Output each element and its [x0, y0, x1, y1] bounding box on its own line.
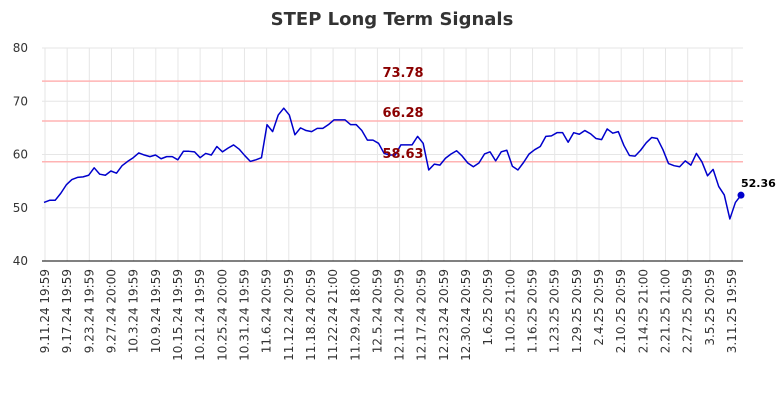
x-tick-label: 11.18.24 20:59 [304, 269, 318, 361]
x-tick-label: 12.30.24 20:59 [459, 269, 473, 361]
x-tick-label: 2.4.25 20:59 [592, 269, 606, 346]
reference-label: 58.63 [382, 147, 423, 162]
x-tick-label: 2.27.25 20:59 [681, 269, 695, 353]
y-tick-label: 40 [13, 254, 28, 268]
y-tick-label: 70 [13, 94, 28, 108]
x-tick-labels: 9.11.24 19:59 9.17.24 19:59 9.23.24 19:59 9… [38, 269, 739, 361]
last-point-label: 52.36 [741, 177, 776, 190]
x-tick-label: 1.23.25 20:59 [548, 269, 562, 353]
x-tick-label: 10.15.24 19:59 [171, 269, 185, 361]
x-tick-label: 12.5.24 20:59 [370, 269, 384, 353]
x-tick-label: 10.3.24 19:59 [127, 269, 141, 353]
x-tick-label: 3.5.25 20:59 [703, 269, 717, 346]
x-tick-label: 10.9.24 19:59 [149, 269, 163, 353]
y-tick-label: 60 [13, 148, 28, 162]
x-tick-label: 12.23.24 20:59 [437, 269, 451, 361]
x-tick-label: 1.16.25 20:59 [526, 269, 540, 353]
x-tick-label: 1.10.25 21:00 [503, 269, 517, 353]
x-tick-label: 3.11.25 19:59 [725, 269, 739, 353]
x-tick-label: 10.25.24 20:00 [215, 269, 229, 361]
reference-lines [42, 80, 743, 163]
x-tick-label: 12.17.24 20:59 [415, 269, 429, 361]
reference-labels: 73.78 66.28 58.63 [382, 66, 423, 162]
x-tick-label: 11.29.24 18:00 [348, 269, 362, 361]
reference-label: 73.78 [382, 66, 423, 81]
last-point-marker [737, 191, 745, 199]
reference-label: 66.28 [382, 106, 423, 121]
x-tick-label: 2.21.25 21:00 [659, 269, 673, 353]
y-tick-label: 50 [13, 201, 28, 215]
x-tick-label: 12.11.24 20:59 [393, 269, 407, 361]
x-tick-label: 2.10.25 20:59 [614, 269, 628, 353]
x-tick-label: 9.11.24 19:59 [38, 269, 52, 353]
last-point-group: 52.36 [737, 177, 776, 199]
y-tick-label: 80 [13, 41, 28, 55]
series-layer [43, 107, 742, 220]
x-tick-label: 10.31.24 19:59 [237, 269, 251, 361]
x-tick-label: 2.14.25 21:00 [636, 269, 650, 353]
series-line [43, 107, 742, 220]
x-tick-label: 9.23.24 19:59 [82, 269, 96, 353]
x-tick-label: 11.6.24 20:59 [260, 269, 274, 353]
x-tick-label: 10.21.24 19:59 [193, 269, 207, 361]
grid [42, 47, 743, 262]
x-tick-label: 1.29.25 20:59 [570, 269, 584, 353]
x-tick-label: 9.27.24 20:00 [104, 269, 118, 353]
x-tick-label: 1.6.25 20:59 [481, 269, 495, 346]
chart-title: STEP Long Term Signals [271, 9, 514, 30]
x-tick-label: 9.17.24 19:59 [60, 269, 74, 353]
y-tick-labels: 40 50 60 70 80 [13, 41, 28, 268]
x-tick-label: 11.22.24 21:00 [326, 269, 340, 361]
x-tick-label: 11.12.24 20:59 [282, 269, 296, 361]
